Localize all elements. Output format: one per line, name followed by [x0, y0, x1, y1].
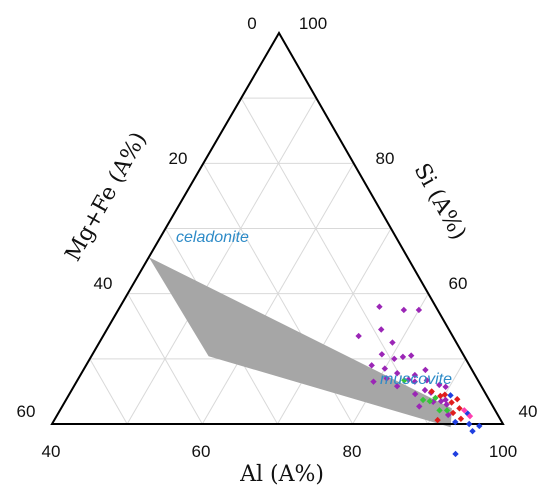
data-point-purple	[415, 306, 423, 314]
data-point-purple	[421, 386, 429, 394]
data-point-purple	[383, 375, 390, 382]
data-point-pink	[461, 407, 468, 414]
data-point-blue	[447, 392, 454, 399]
data-point-red	[456, 405, 463, 412]
mg-tick-40: 40	[94, 274, 113, 293]
data-point-red	[448, 399, 455, 406]
al-tick-40: 40	[42, 442, 61, 461]
si-tick-60: 60	[449, 274, 468, 293]
data-point-purple	[443, 401, 450, 408]
data-point-purple	[393, 383, 401, 390]
data-point-purple	[378, 326, 385, 333]
data-point-blue	[469, 427, 476, 435]
al-tick-60: 60	[192, 442, 211, 461]
data-point-blue	[465, 420, 473, 428]
data-point-blue	[452, 418, 459, 426]
data-point-purple	[368, 362, 375, 369]
data-point-green	[401, 377, 408, 384]
triangle-frame	[50, 30, 505, 425]
mg-tick-20: 20	[169, 149, 188, 168]
grid-line-al	[277, 228, 392, 425]
grid-line-al	[126, 97, 317, 425]
si-tick-80: 80	[376, 149, 395, 168]
data-point-purple	[416, 403, 423, 410]
mg-tick-60: 60	[17, 402, 36, 421]
data-point-blue	[476, 422, 483, 430]
mg-tick-0: 0	[247, 14, 256, 33]
data-point-purple	[400, 306, 408, 314]
data-point-purple	[389, 339, 396, 346]
data-point-red	[441, 391, 449, 398]
data-point-red	[454, 396, 461, 403]
data-point-green	[436, 407, 443, 414]
data-point-purple	[411, 390, 419, 398]
data-point-red	[457, 415, 465, 422]
data-point-purple	[442, 396, 449, 404]
data-points	[355, 303, 483, 458]
data-point-purple	[437, 397, 445, 405]
al-axis-title: Al (A%)	[239, 462, 324, 487]
data-point-purple	[407, 352, 415, 359]
grid-line-mg	[89, 358, 128, 425]
data-point-purple	[381, 365, 389, 372]
data-point-green	[426, 397, 433, 405]
data-point-purple	[423, 377, 431, 384]
data-point-purple	[442, 383, 449, 391]
data-point-purple	[411, 378, 419, 385]
si-tick-100: 100	[299, 14, 327, 33]
data-point-red	[449, 409, 457, 417]
data-point-purple	[355, 332, 362, 340]
data-point-red	[428, 388, 435, 395]
data-point-purple	[444, 411, 452, 419]
grid-line-mg	[240, 97, 429, 425]
data-point-purple	[422, 366, 429, 374]
mg-axis-title: Mg+Fe (A%)	[61, 128, 152, 265]
celadonite-muscovite-field	[148, 257, 452, 428]
data-point-purple	[370, 378, 377, 385]
data-point-purple	[411, 371, 419, 379]
muscovite-label: muscovite	[380, 371, 452, 388]
data-point-purple	[376, 303, 383, 310]
data-point-blue	[452, 450, 459, 458]
data-point-purple	[394, 369, 401, 377]
composition-region	[148, 257, 452, 428]
si-axis-title: Si (A%)	[409, 159, 471, 244]
data-point-green	[443, 407, 451, 414]
al-tick-100: 100	[489, 442, 517, 461]
data-point-pink	[466, 412, 474, 420]
data-point-purple	[436, 381, 443, 389]
si-tick-40: 40	[519, 402, 538, 421]
data-point-green	[419, 396, 427, 404]
data-point-green	[432, 394, 439, 402]
data-point-purple	[405, 376, 412, 383]
al-tick-80: 80	[343, 442, 362, 461]
data-point-purple	[399, 353, 407, 361]
data-point-red	[434, 416, 441, 424]
celadonite-label: celadonite	[176, 229, 249, 246]
data-point-purple	[391, 355, 398, 363]
data-point-red	[437, 392, 444, 400]
data-point-purple	[378, 351, 386, 358]
